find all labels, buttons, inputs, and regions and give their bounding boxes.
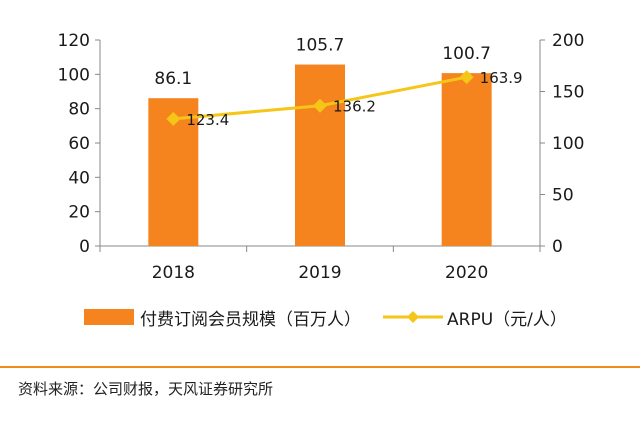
left-tick-label: 40 <box>68 168 90 188</box>
right-tick-label: 50 <box>552 186 574 206</box>
left-tick-label: 80 <box>68 100 90 120</box>
legend-label-bar: 付费订阅会员规模（百万人） <box>140 309 361 330</box>
bar-data-label: 100.7 <box>442 44 491 64</box>
legend-label-line: ARPU（元/人） <box>447 309 567 330</box>
right-tick-label: 150 <box>552 83 584 103</box>
left-tick-label: 120 <box>58 31 90 51</box>
legend: 付费订阅会员规模（百万人） ARPU（元/人） <box>0 302 640 332</box>
x-tick-label: 2020 <box>445 263 488 283</box>
line-point <box>166 111 181 126</box>
left-tick-label: 20 <box>68 203 90 223</box>
legend-item-bar: 付费订阅会员规模（百万人） <box>84 302 361 332</box>
line-data-label: 123.4 <box>186 111 229 129</box>
right-tick-label: 0 <box>552 237 563 257</box>
source-note: 资料来源：公司财报，天风证券研究所 <box>18 380 274 398</box>
right-tick-label: 100 <box>552 134 584 154</box>
bar-data-label: 86.1 <box>154 69 192 89</box>
left-tick-label: 100 <box>58 65 90 85</box>
line-point <box>313 98 327 113</box>
x-tick-label: 2018 <box>152 263 195 283</box>
x-tick-label: 2019 <box>298 263 341 283</box>
legend-swatch-bar <box>84 309 134 325</box>
line-data-label: 163.9 <box>480 69 523 87</box>
chart: 0 20 40 60 80 100 120 0 50 100 150 200 2018 2019 2020 8… <box>58 31 585 283</box>
divider <box>0 366 640 368</box>
right-tick-label: 200 <box>552 31 584 51</box>
left-tick-label: 0 <box>79 237 90 257</box>
bar <box>441 73 492 246</box>
bar <box>295 64 345 246</box>
line-point <box>459 70 474 85</box>
line-data-label: 136.2 <box>333 98 376 116</box>
left-tick-label: 60 <box>68 134 90 154</box>
legend-item-line: ARPU（元/人） <box>383 302 567 332</box>
bar-data-label: 105.7 <box>296 36 345 56</box>
legend-swatch-line <box>383 309 443 325</box>
